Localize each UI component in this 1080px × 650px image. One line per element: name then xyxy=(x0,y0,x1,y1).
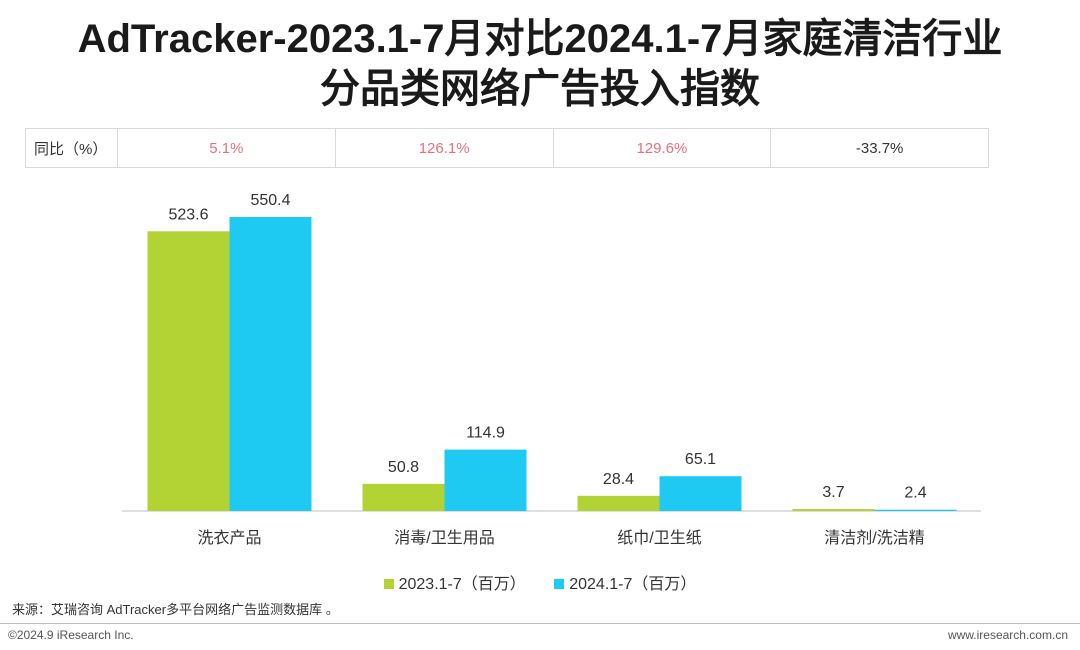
data-label-2023-0: 523.6 xyxy=(168,206,208,223)
data-label-2024-0: 550.4 xyxy=(250,192,290,209)
yoy-table: 同比（%） 5.1% 126.1% 129.6% -33.7% xyxy=(25,128,989,168)
footer-divider xyxy=(0,623,1080,624)
yoy-value-detergent: -33.7% xyxy=(770,128,989,168)
data-label-2023-3: 3.7 xyxy=(822,484,844,501)
bar-2024-1 xyxy=(444,449,527,511)
category-label-1: 消毒/卫生用品 xyxy=(394,529,494,547)
category-label-2: 纸巾/卫生纸 xyxy=(617,529,701,547)
legend-swatch-2024 xyxy=(554,579,565,589)
category-label-0: 洗衣产品 xyxy=(197,529,261,547)
title-line-2: 分品类网络广告投入指数 xyxy=(320,67,760,111)
yoy-value-disinfection: 126.1% xyxy=(334,128,554,168)
bar-2024-2 xyxy=(659,476,742,511)
legend-label-2023: 2023.1-7（百万） xyxy=(398,576,526,593)
chart-title: AdTracker-2023.1-7月对比2024.1-7月家庭清洁行业 分品类… xyxy=(0,14,1080,114)
source-note: 来源：艾瑞咨询 AdTracker多平台网络广告监测数据库 。 xyxy=(12,602,339,617)
title-line-1: AdTracker-2023.1-7月对比2024.1-7月家庭清洁行业 xyxy=(77,17,1003,61)
data-label-2023-2: 28.4 xyxy=(603,471,634,488)
data-label-2024-2: 65.1 xyxy=(685,451,716,468)
legend-swatch-2023 xyxy=(383,579,394,589)
data-label-2023-1: 50.8 xyxy=(388,459,419,476)
bar-2024-3 xyxy=(874,509,957,511)
bar-2023-0 xyxy=(147,231,230,511)
yoy-row: 同比（%） 5.1% 126.1% 129.6% -33.7% xyxy=(25,128,989,168)
data-label-2024-1: 114.9 xyxy=(466,425,505,442)
bar-2023-2 xyxy=(577,495,660,511)
bar-2023-3 xyxy=(792,509,875,511)
category-label-3: 清洁剂/洗洁精 xyxy=(824,529,924,547)
legend-label-2024: 2024.1-7（百万） xyxy=(569,576,697,593)
data-label-2024-3: 2.4 xyxy=(904,485,926,502)
legend-item-2023: 2023.1-7（百万） xyxy=(383,570,526,594)
yoy-label: 同比（%） xyxy=(25,128,118,168)
bar-2024-0 xyxy=(229,217,312,511)
bar-2023-1 xyxy=(362,483,445,511)
copyright: ©2024.9 iResearch Inc. xyxy=(8,628,134,642)
website-link[interactable]: www.iresearch.com.cn xyxy=(947,628,1068,642)
legend: 2023.1-7（百万） 2024.1-7（百万） xyxy=(0,570,1080,594)
legend-item-2024: 2024.1-7（百万） xyxy=(554,570,696,594)
